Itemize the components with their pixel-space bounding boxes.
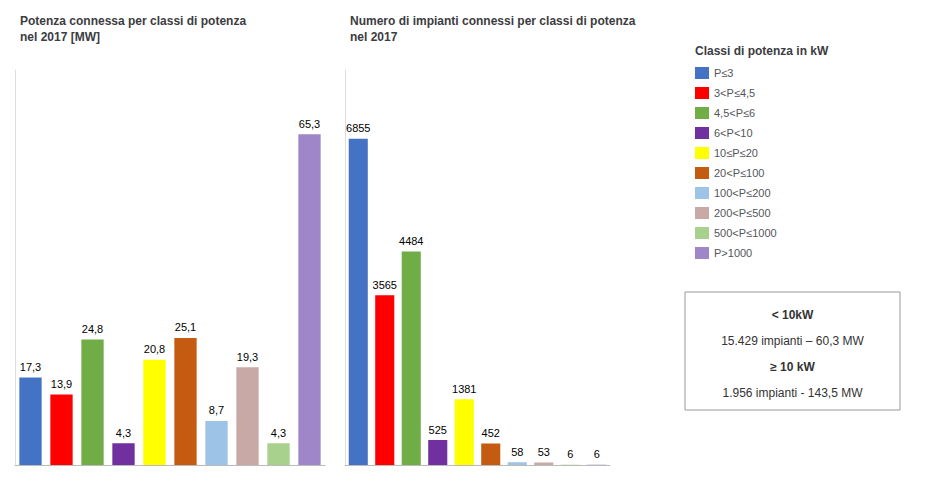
svg-text:1381: 1381 xyxy=(452,383,476,395)
svg-text:8,7: 8,7 xyxy=(209,404,224,416)
svg-text:nel 2017: nel 2017 xyxy=(350,30,398,44)
svg-text:4,5<P≤6: 4,5<P≤6 xyxy=(714,107,755,119)
svg-text:53: 53 xyxy=(538,446,550,458)
svg-text:200<P≤500: 200<P≤500 xyxy=(714,207,771,219)
svg-text:17,3: 17,3 xyxy=(20,361,41,373)
svg-text:452: 452 xyxy=(482,427,500,439)
svg-text:≥ 10 kW: ≥ 10 kW xyxy=(770,360,815,374)
svg-text:19,3: 19,3 xyxy=(237,351,258,363)
svg-text:4484: 4484 xyxy=(399,235,423,247)
svg-text:20,8: 20,8 xyxy=(144,343,165,355)
svg-text:P≤3: P≤3 xyxy=(714,67,734,79)
svg-text:24,8: 24,8 xyxy=(82,323,103,335)
svg-text:13,9: 13,9 xyxy=(51,378,72,390)
svg-text:6: 6 xyxy=(567,448,573,460)
svg-text:3565: 3565 xyxy=(373,279,397,291)
svg-text:Numero di impianti connessi pe: Numero di impianti connessi per classi d… xyxy=(350,14,636,28)
svg-text:525: 525 xyxy=(429,424,447,436)
svg-text:6: 6 xyxy=(594,448,600,460)
svg-text:25,1: 25,1 xyxy=(175,321,196,333)
svg-text:1.956 impianti - 143,5 MW: 1.956 impianti - 143,5 MW xyxy=(722,386,863,400)
svg-text:58: 58 xyxy=(511,446,523,458)
svg-text:6<P<10: 6<P<10 xyxy=(714,127,753,139)
svg-text:4,3: 4,3 xyxy=(116,427,131,439)
svg-text:P>1000: P>1000 xyxy=(714,247,752,259)
svg-text:nel 2017 [MW]: nel 2017 [MW] xyxy=(20,30,100,44)
svg-text:Classi di potenza in kW: Classi di potenza in kW xyxy=(695,44,829,58)
svg-text:6855: 6855 xyxy=(346,122,370,134)
svg-text:20<P≤100: 20<P≤100 xyxy=(714,167,764,179)
svg-text:< 10kW: < 10kW xyxy=(772,308,814,322)
svg-text:10≤P≤20: 10≤P≤20 xyxy=(714,147,758,159)
svg-text:100<P≤200: 100<P≤200 xyxy=(714,187,771,199)
svg-text:15.429 impianti – 60,3 MW: 15.429 impianti – 60,3 MW xyxy=(721,334,864,348)
svg-text:3<P≤4,5: 3<P≤4,5 xyxy=(714,87,755,99)
svg-text:65,3: 65,3 xyxy=(299,118,320,130)
svg-text:Potenza connessa per classi di: Potenza connessa per classi di potenza xyxy=(20,14,246,28)
svg-text:4,3: 4,3 xyxy=(271,427,286,439)
svg-text:500<P≤1000: 500<P≤1000 xyxy=(714,227,777,239)
